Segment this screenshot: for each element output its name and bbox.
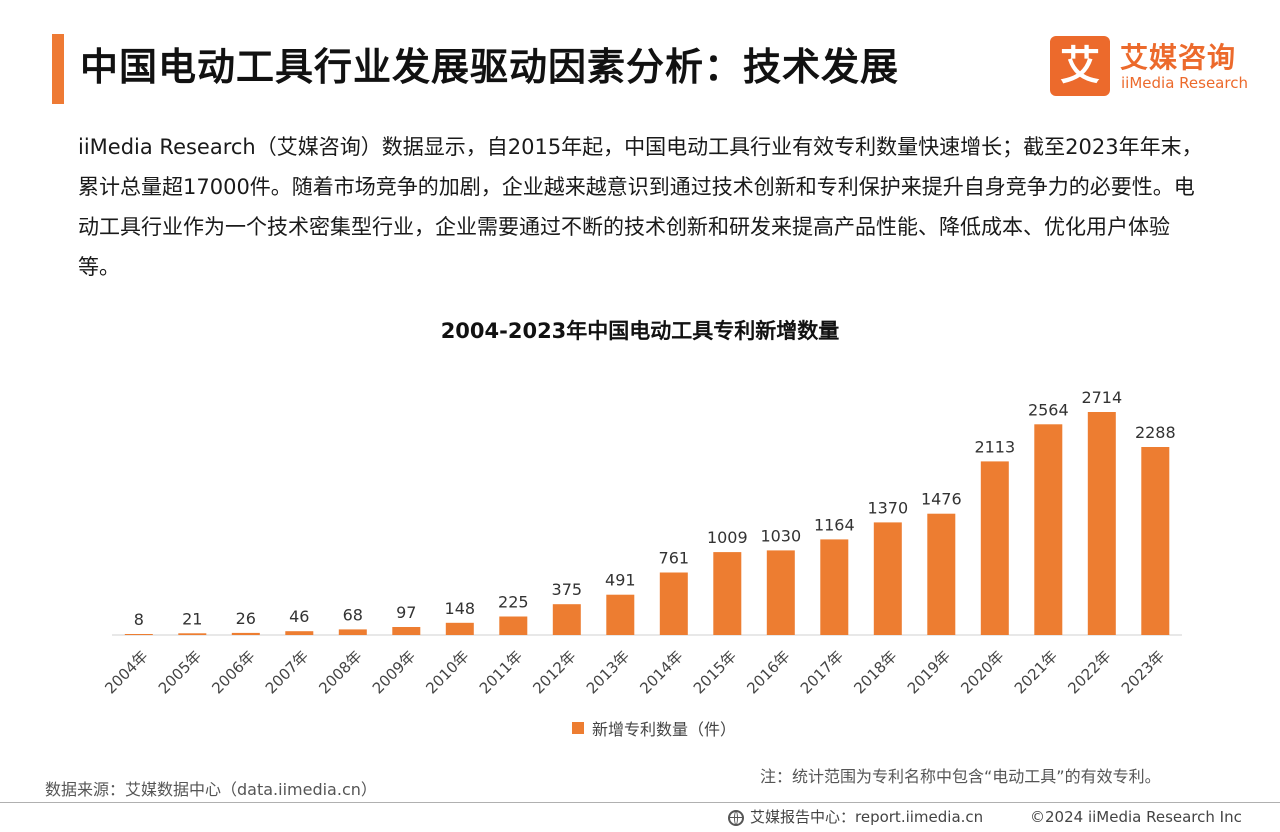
x-tick-label: 2005年 bbox=[155, 647, 205, 697]
x-tick-label: 2008年 bbox=[315, 647, 365, 697]
chart-legend: 新增专利数量（件） bbox=[572, 716, 737, 739]
x-tick-label: 2017年 bbox=[797, 647, 847, 697]
x-tick-label: 2020年 bbox=[957, 647, 1007, 697]
intro-paragraph: iiMedia Research（艾媒咨询）数据显示，自2015年起，中国电动工… bbox=[78, 135, 1203, 279]
x-tick-label: 2004年 bbox=[101, 647, 151, 697]
x-tick-label: 2014年 bbox=[636, 647, 686, 697]
x-tick-label: 2018年 bbox=[850, 647, 900, 697]
data-label: 1164 bbox=[814, 515, 855, 534]
x-tick-label: 2015年 bbox=[690, 647, 740, 697]
footer-copyright: ©2024 iiMedia Research Inc bbox=[1030, 808, 1242, 826]
logo-name-en: iiMedia Research bbox=[1121, 74, 1248, 92]
bar bbox=[124, 634, 153, 635]
logo-name-cn: 艾媒咨询 bbox=[1120, 41, 1237, 74]
bar bbox=[980, 461, 1009, 635]
data-label: 2714 bbox=[1081, 388, 1122, 407]
bar bbox=[445, 622, 474, 635]
x-tick-label: 2022年 bbox=[1064, 647, 1114, 697]
data-label: 2564 bbox=[1028, 400, 1069, 419]
x-tick-label: 2023年 bbox=[1118, 647, 1168, 697]
x-tick-label: 2010年 bbox=[422, 647, 472, 697]
data-label: 148 bbox=[445, 599, 476, 618]
title-accent-bar bbox=[52, 34, 64, 104]
bar bbox=[552, 604, 581, 635]
x-tick-label: 2006年 bbox=[208, 647, 258, 697]
logo-icon: 艾 bbox=[1050, 36, 1110, 96]
x-tick-label: 2009年 bbox=[369, 647, 419, 697]
bar bbox=[178, 633, 207, 635]
x-tick-label: 2012年 bbox=[529, 647, 579, 697]
bar bbox=[820, 539, 849, 635]
bar bbox=[392, 627, 421, 635]
bar bbox=[713, 552, 742, 635]
globe-icon bbox=[728, 809, 744, 826]
bar bbox=[873, 522, 902, 635]
data-label: 8 bbox=[134, 610, 144, 629]
x-tick-label: 2011年 bbox=[476, 647, 526, 697]
bar bbox=[927, 513, 956, 635]
page-title: 中国电动工具行业发展驱动因素分析：技术发展 bbox=[80, 45, 900, 89]
data-label: 1476 bbox=[921, 490, 962, 509]
data-source: 数据来源：艾媒数据中心（data.iimedia.cn） bbox=[45, 780, 377, 799]
legend-label: 新增专利数量（件） bbox=[592, 720, 737, 739]
x-tick-label: 2013年 bbox=[583, 647, 633, 697]
data-label: 491 bbox=[605, 571, 636, 590]
data-label: 2288 bbox=[1135, 423, 1176, 442]
logo-mark-text: 艾 bbox=[1060, 43, 1100, 89]
footer-report-text: 艾媒报告中心：report.iimedia.cn bbox=[750, 808, 984, 826]
data-label: 21 bbox=[182, 609, 202, 628]
bar bbox=[285, 631, 314, 635]
x-tick-label: 2019年 bbox=[904, 647, 954, 697]
data-label: 26 bbox=[236, 609, 256, 628]
chart-title: 2004-2023年中国电动工具专利新增数量 bbox=[440, 319, 840, 343]
bar bbox=[659, 572, 688, 635]
legend-swatch bbox=[572, 722, 584, 734]
footer-report-site: 艾媒报告中心：report.iimedia.cn bbox=[728, 806, 983, 828]
bar bbox=[606, 594, 635, 635]
data-label: 1370 bbox=[867, 498, 908, 517]
bar bbox=[338, 629, 367, 635]
data-label: 46 bbox=[289, 607, 309, 626]
bar bbox=[1141, 447, 1170, 635]
bar bbox=[1034, 424, 1063, 635]
data-label: 225 bbox=[498, 593, 529, 612]
chart-note: 注：统计范围为专利名称中包含“电动工具”的有效专利。 bbox=[760, 767, 1161, 786]
data-label: 68 bbox=[343, 605, 363, 624]
data-label: 1009 bbox=[707, 528, 748, 547]
bar bbox=[231, 632, 260, 635]
data-label: 97 bbox=[396, 603, 416, 622]
bar bbox=[766, 550, 795, 635]
x-tick-label: 2021年 bbox=[1011, 647, 1061, 697]
x-tick-label: 2007年 bbox=[262, 647, 312, 697]
bar bbox=[499, 616, 528, 635]
x-tick-label: 2016年 bbox=[743, 647, 793, 697]
data-label: 2113 bbox=[974, 437, 1015, 456]
bar bbox=[1087, 412, 1116, 635]
brand-logo: 艾 艾媒咨询 iiMedia Research bbox=[1050, 36, 1265, 98]
data-label: 761 bbox=[659, 549, 690, 568]
data-label: 1030 bbox=[760, 526, 801, 545]
footer-divider bbox=[0, 802, 1280, 803]
data-label: 375 bbox=[552, 580, 583, 599]
